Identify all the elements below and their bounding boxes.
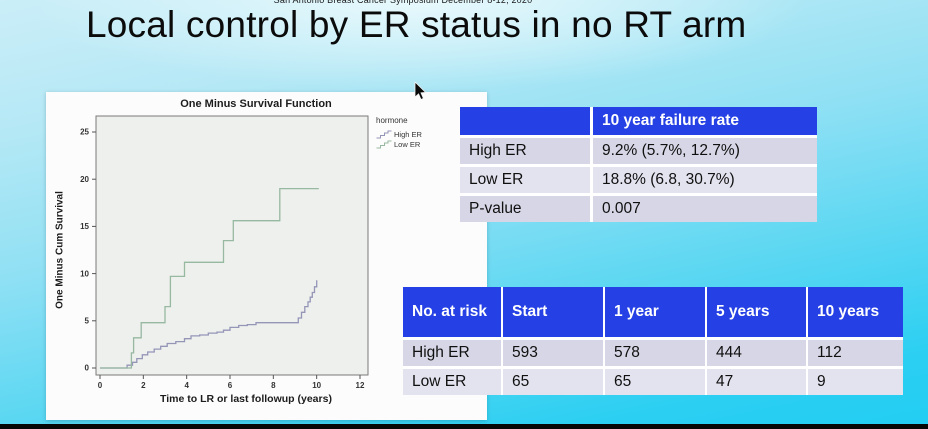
failure-table-header-rate: 10 year failure rate — [593, 107, 817, 135]
risk-cell: 9 — [808, 369, 903, 395]
number-at-risk-table: No. at risk Start 1 year 5 years 10 year… — [403, 287, 903, 395]
svg-text:5: 5 — [85, 317, 90, 326]
failure-table-header-empty — [460, 107, 590, 135]
svg-text:4: 4 — [184, 381, 189, 390]
risk-table-header-start: Start — [503, 287, 603, 337]
risk-cell: 578 — [605, 340, 705, 366]
mouse-cursor — [414, 82, 427, 101]
failure-row-label: Low ER — [460, 167, 590, 193]
symposium-header-line: San Antonio Breast Cancer Symposium Dece… — [273, 0, 533, 5]
risk-table-header-5yr: 5 years — [707, 287, 806, 337]
failure-row-label: P-value — [460, 196, 590, 222]
svg-text:12: 12 — [356, 381, 365, 390]
legend-title: hormone — [376, 116, 408, 125]
svg-text:15: 15 — [80, 222, 89, 231]
risk-cell: 47 — [707, 369, 806, 395]
svg-text:25: 25 — [80, 128, 89, 137]
chart-legend: hormone High ER Low ER — [376, 116, 422, 149]
risk-table-header-1yr: 1 year — [605, 287, 705, 337]
y-axis-label: One Minus Cum Survival — [54, 191, 66, 309]
failure-row-value: 9.2% (5.7%, 12.7%) — [593, 138, 817, 164]
risk-row-label: Low ER — [403, 369, 501, 395]
low-er-step-icon — [376, 140, 392, 148]
failure-row-value: 18.8% (6.8, 30.7%) — [593, 167, 817, 193]
svg-text:20: 20 — [80, 175, 89, 184]
risk-cell: 444 — [707, 340, 806, 366]
x-axis-label: Time to LR or last followup (years) — [160, 393, 332, 405]
bottom-black-bar — [0, 424, 928, 429]
svg-text:8: 8 — [271, 381, 276, 390]
legend-label-high-er: High ER — [394, 129, 422, 139]
risk-cell: 593 — [503, 340, 603, 366]
risk-row-label: High ER — [403, 340, 501, 366]
risk-table-header-label: No. at risk — [403, 287, 501, 337]
svg-text:6: 6 — [228, 381, 233, 390]
svg-text:10: 10 — [80, 269, 89, 278]
risk-cell: 112 — [808, 340, 903, 366]
legend-entry-low-er: Low ER — [376, 139, 422, 149]
failure-row-label: High ER — [460, 138, 590, 164]
page-title: Local control by ER status in no RT arm — [86, 4, 747, 45]
svg-text:2: 2 — [141, 381, 146, 390]
chart-title: One Minus Survival Function — [180, 98, 332, 110]
failure-row-value: 0.007 — [593, 196, 817, 222]
svg-text:10: 10 — [312, 381, 321, 390]
survival-chart: 0 5 10 15 20 25 0 2 4 6 8 10 12 — [80, 115, 369, 390]
risk-cell: 65 — [605, 369, 705, 395]
risk-cell: 65 — [503, 369, 603, 395]
legend-entry-high-er: High ER — [376, 129, 422, 139]
legend-label-low-er: Low ER — [394, 139, 421, 149]
svg-text:0: 0 — [98, 381, 103, 390]
svg-text:0: 0 — [85, 364, 90, 373]
risk-table-header-10yr: 10 years — [808, 287, 903, 337]
failure-rate-table: 10 year failure rate High ER 9.2% (5.7%,… — [460, 107, 817, 222]
high-er-step-icon — [376, 130, 392, 138]
